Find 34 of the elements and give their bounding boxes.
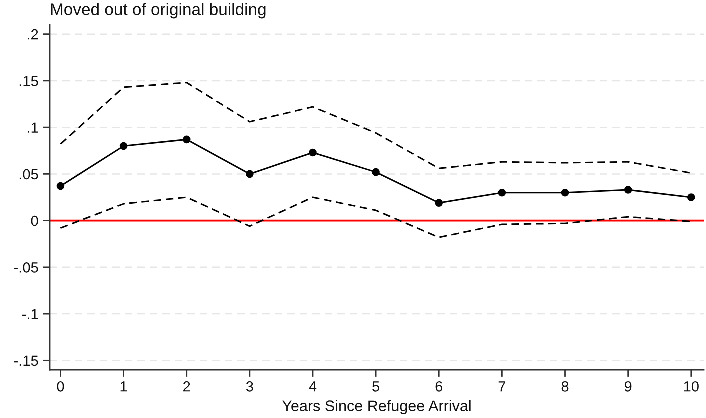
x-tick-label: 9	[624, 381, 632, 392]
x-tick-label: 0	[57, 381, 64, 392]
point	[624, 186, 632, 194]
point	[246, 170, 254, 178]
point	[120, 142, 128, 150]
point	[372, 168, 380, 176]
line-series	[60, 82, 692, 174]
point	[498, 188, 506, 197]
x-tick-label: 6	[436, 381, 443, 392]
y-tick-label: -.1	[22, 309, 38, 320]
x-tick-label: 1	[120, 382, 128, 392]
y-tick-label: -.05	[14, 262, 38, 273]
point	[56, 182, 65, 190]
y-tick-label: .1	[28, 122, 38, 133]
point	[309, 148, 317, 157]
x-tick-label: 7	[498, 382, 506, 392]
x-tick-label: 5	[372, 382, 380, 392]
y-tick-label: .05	[20, 169, 38, 180]
point	[435, 199, 444, 207]
point	[182, 136, 191, 144]
line-series	[60, 196, 692, 238]
y-tick-label: 0	[31, 216, 38, 226]
point	[561, 188, 570, 197]
y-tick-label: -.15	[14, 356, 38, 366]
x-tick-label: 3	[246, 381, 254, 392]
x-tick-label: 2	[184, 381, 190, 392]
y-tick-label: .15	[20, 76, 38, 86]
x-tick-label: 10	[684, 381, 699, 392]
x-axis-title: Years Since Refugee Arrival	[282, 400, 471, 415]
point	[687, 194, 696, 202]
x-tick-label: 8	[562, 381, 569, 392]
y-tick-label: .2	[28, 29, 38, 40]
x-tick-label: 4	[309, 382, 317, 392]
chart-title: Moved out of original building	[51, 3, 266, 19]
